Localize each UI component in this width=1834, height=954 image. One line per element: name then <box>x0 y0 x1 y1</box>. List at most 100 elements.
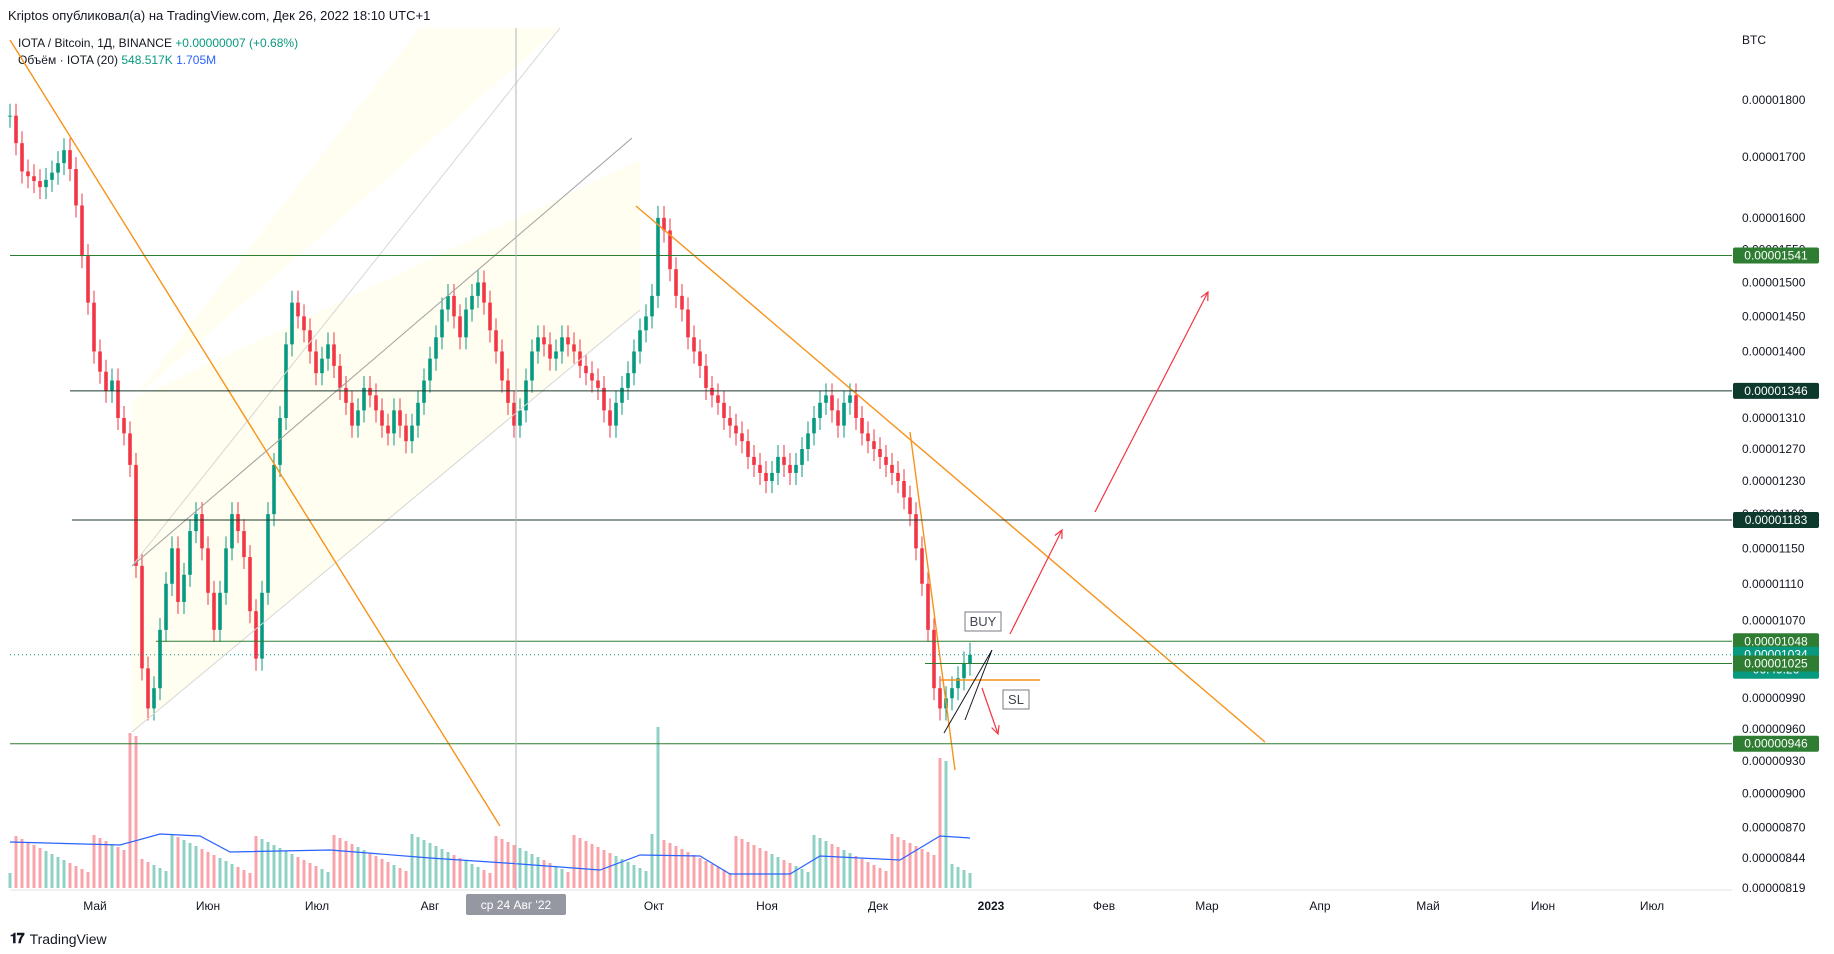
candle-body <box>434 337 438 359</box>
candle-body <box>890 464 894 473</box>
volume-value: 548.517K <box>121 53 173 67</box>
crosshair-date-box <box>466 894 566 915</box>
candle-body <box>374 395 378 411</box>
volume-bar <box>374 856 378 888</box>
volume-bar <box>878 868 882 888</box>
volume-bar <box>380 859 384 888</box>
arrow-up-2 <box>1094 291 1209 513</box>
price-tick-22: 0.00000819 <box>1742 881 1806 895</box>
volume-bar <box>680 849 684 888</box>
price-tick-12: 0.00001150 <box>1742 541 1805 555</box>
price-tick-13: 0.00001110 <box>1742 577 1804 591</box>
volume-bar <box>446 852 450 888</box>
candle-body <box>92 302 96 352</box>
candle-body <box>572 344 576 352</box>
candle-body <box>32 176 36 182</box>
volume-bar <box>686 852 690 888</box>
price-tick-17: 0.00000960 <box>1742 722 1806 736</box>
volume-bar <box>410 834 414 888</box>
candle-body <box>122 417 126 434</box>
volume-bar <box>32 845 36 888</box>
tradingview-logo-icon[interactable]: 𝟏𝟕 <box>10 930 25 946</box>
time-tick-13: Июл <box>1640 899 1664 913</box>
volume-bar <box>716 867 720 888</box>
time-tick-1: Июн <box>196 899 220 913</box>
volume-bar <box>20 839 24 888</box>
price-tick-14: 0.00001070 <box>1742 613 1806 627</box>
candle-body <box>200 514 204 549</box>
volume-bar <box>254 836 258 888</box>
candle-body <box>362 387 366 411</box>
volume-bar <box>890 834 894 888</box>
volume-bar <box>518 848 522 888</box>
volume-bar <box>110 844 114 888</box>
symbol-row: IOTA / Bitcoin, 1Д, BINANCE +0.00000007 … <box>18 35 298 52</box>
time-tick-8: Фев <box>1093 899 1115 913</box>
candle-body <box>818 402 822 418</box>
volume-bar <box>704 861 708 888</box>
volume-bar <box>758 848 762 888</box>
volume-bar <box>200 849 204 888</box>
candle-body <box>404 425 408 442</box>
time-tick-5: Ноя <box>756 899 778 913</box>
price-tick-21: 0.00000844 <box>1742 851 1806 865</box>
volume-bar <box>836 847 840 888</box>
volume-bar <box>164 871 168 888</box>
candle-body <box>74 169 78 206</box>
candle-body <box>560 337 564 352</box>
arrow-up-2-head <box>1200 290 1209 302</box>
candle-body <box>248 557 252 612</box>
candle-body <box>230 514 234 549</box>
candle-body <box>104 371 108 391</box>
triangle-pattern <box>943 649 993 734</box>
candle-body <box>866 433 870 442</box>
volume-bar <box>944 761 948 888</box>
candle-body <box>464 309 468 338</box>
candle-body <box>254 611 258 659</box>
volume-bar <box>530 854 534 888</box>
candle-body <box>50 172 54 180</box>
candle-body <box>110 380 114 391</box>
volume-bar <box>80 869 84 888</box>
candle-body <box>140 565 144 669</box>
candle-body <box>44 179 48 188</box>
candle-body <box>896 472 900 482</box>
volume-label[interactable]: Объём · IOTA (20) <box>18 53 119 67</box>
volume-bar <box>746 842 750 888</box>
time-tick-9: Мар <box>1195 899 1219 913</box>
volume-bar <box>608 853 612 888</box>
candle-body <box>548 344 552 359</box>
volume-bar <box>554 866 558 888</box>
candle-body <box>662 217 666 231</box>
volume-bar <box>56 857 60 888</box>
candle-body <box>380 410 384 426</box>
price-label-box-3 <box>1733 633 1819 650</box>
symbol-name[interactable]: IOTA / Bitcoin, 1Д, BINANCE <box>18 36 172 50</box>
brand-name[interactable]: TradingView <box>29 930 107 947</box>
volume-bar <box>338 838 342 888</box>
candle-body <box>14 115 18 144</box>
candle-body <box>152 688 156 709</box>
candle-body <box>452 295 456 317</box>
volume-bar <box>566 872 570 888</box>
price-axis[interactable]: BTC 0.00001800 0.00001700 0.00001600 0.00001… <box>1732 0 1834 910</box>
candle-body <box>632 351 636 374</box>
volume-ma-value: 1.705M <box>176 53 217 67</box>
candle-body <box>416 402 420 426</box>
volume-bar <box>368 853 372 888</box>
candle-body <box>272 464 276 515</box>
candle-body <box>788 464 792 473</box>
price-tick-9: 0.00001270 <box>1742 442 1806 456</box>
volume-bar <box>764 851 768 888</box>
volume-bar <box>326 872 330 888</box>
price-label-1: 0.00001346 <box>1744 384 1808 398</box>
candle-body <box>62 150 66 164</box>
channel-upper-line <box>131 27 561 567</box>
candle-body <box>20 143 24 172</box>
candle-body <box>206 548 210 593</box>
price-tick-8: 0.00001310 <box>1742 411 1806 425</box>
candle-body <box>848 395 852 403</box>
volume-bar <box>122 850 126 888</box>
time-axis[interactable]: Май Июн Июл Авг Окт Ноя Дек 2023 Фев Мар Апр Май Июн… <box>10 28 1732 915</box>
